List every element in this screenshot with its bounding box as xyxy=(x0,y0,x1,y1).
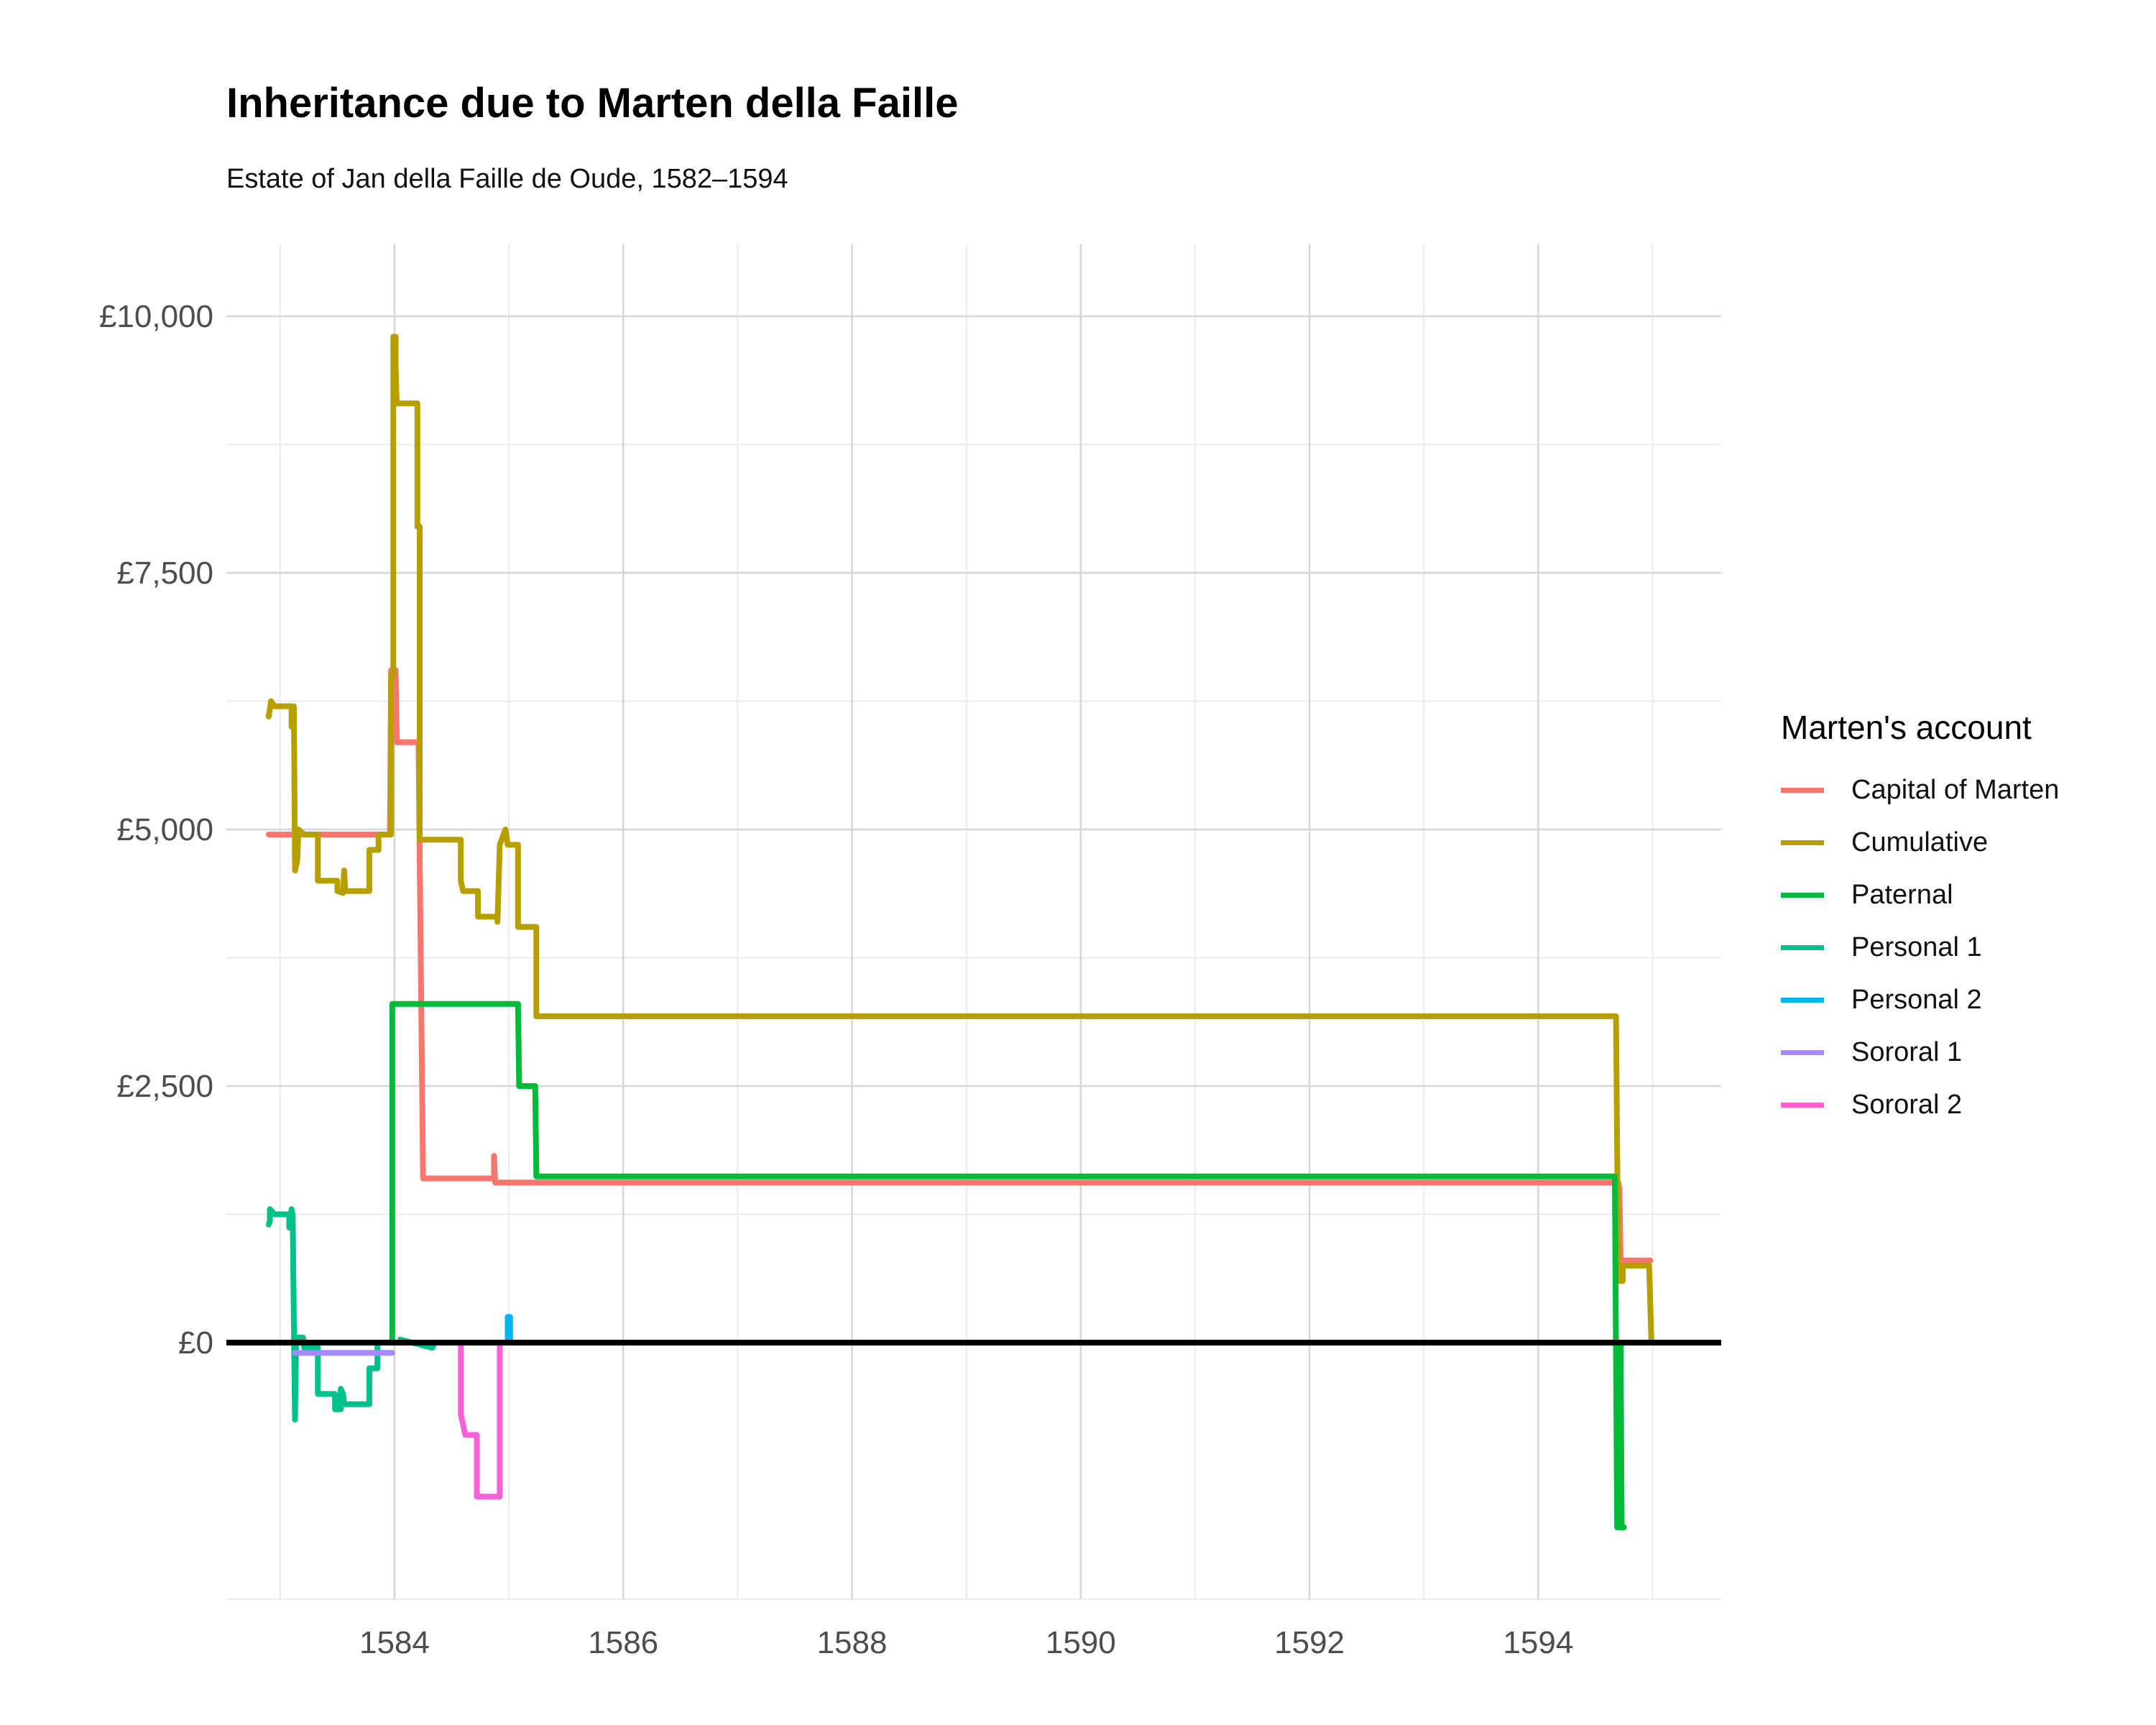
legend-label: Personal 1 xyxy=(1851,932,1982,962)
y-tick-label: £7,500 xyxy=(116,556,213,591)
chart-title: Inheritance due to Marten della Faille xyxy=(226,80,959,126)
legend-key xyxy=(1781,788,1824,793)
legend-item: Paternal xyxy=(1781,869,2059,921)
x-tick-label: 1584 xyxy=(359,1625,430,1660)
series-line xyxy=(265,334,1654,1346)
x-tick-label: 1590 xyxy=(1046,1625,1116,1660)
chart-plot: 1584 1586 1588 1590 1592 1594 £0 £2,500 £5,000 £7… xyxy=(99,244,1721,1660)
series-line xyxy=(265,667,1654,1264)
series-line xyxy=(503,1314,515,1346)
legend-key xyxy=(1781,1050,1824,1055)
legend-item: Personal 1 xyxy=(1781,921,2059,974)
legend-key xyxy=(1781,893,1824,898)
x-tick-label: 1594 xyxy=(1503,1625,1573,1660)
legend-label: Cumulative xyxy=(1851,827,1989,857)
legend-key xyxy=(1781,945,1824,950)
legend-item: Sororal 2 xyxy=(1781,1079,2059,1131)
minor-gridlines xyxy=(226,244,1721,1600)
legend-label: Personal 2 xyxy=(1851,985,1982,1015)
series-line xyxy=(384,1000,1627,1530)
tick-labels: 1584 1586 1588 1590 1592 1594 £0 £2,500 £5,000 £7… xyxy=(99,299,1573,1660)
legend-key xyxy=(1781,998,1824,1003)
x-tick-label: 1592 xyxy=(1274,1625,1345,1660)
series-line xyxy=(456,1340,503,1500)
series-line xyxy=(265,1206,438,1423)
legend-title: Marten's account xyxy=(1781,709,2032,746)
chart-subtitle: Estate of Jan della Faille de Oude, 1582… xyxy=(226,164,788,194)
x-tick-label: 1586 xyxy=(588,1625,658,1660)
y-tick-label: £5,000 xyxy=(116,812,213,847)
legend-key xyxy=(1781,1103,1824,1108)
legend-item: Personal 2 xyxy=(1781,974,2059,1026)
series-layer xyxy=(265,334,1654,1530)
legend-item: Sororal 1 xyxy=(1781,1026,2059,1079)
y-tick-label: £10,000 xyxy=(99,299,213,334)
x-tick-label: 1588 xyxy=(817,1625,888,1660)
legend-label: Sororal 2 xyxy=(1851,1090,1963,1120)
legend-label: Capital of Marten xyxy=(1851,775,2060,805)
legend-label: Sororal 1 xyxy=(1851,1037,1963,1067)
legend-key xyxy=(1781,840,1824,845)
legend-items: Capital of Marten Cumulative Paternal Perso… xyxy=(1781,764,2059,1131)
y-tick-label: £2,500 xyxy=(116,1069,213,1104)
y-tick-label: £0 xyxy=(178,1325,213,1361)
major-gridlines xyxy=(226,244,1721,1599)
legend-label: Paternal xyxy=(1851,880,1953,910)
legend-item: Capital of Marten xyxy=(1781,764,2059,816)
legend-item: Cumulative xyxy=(1781,816,2059,869)
legend: Marten's account Capital of Marten Cumula… xyxy=(1781,708,2059,1131)
